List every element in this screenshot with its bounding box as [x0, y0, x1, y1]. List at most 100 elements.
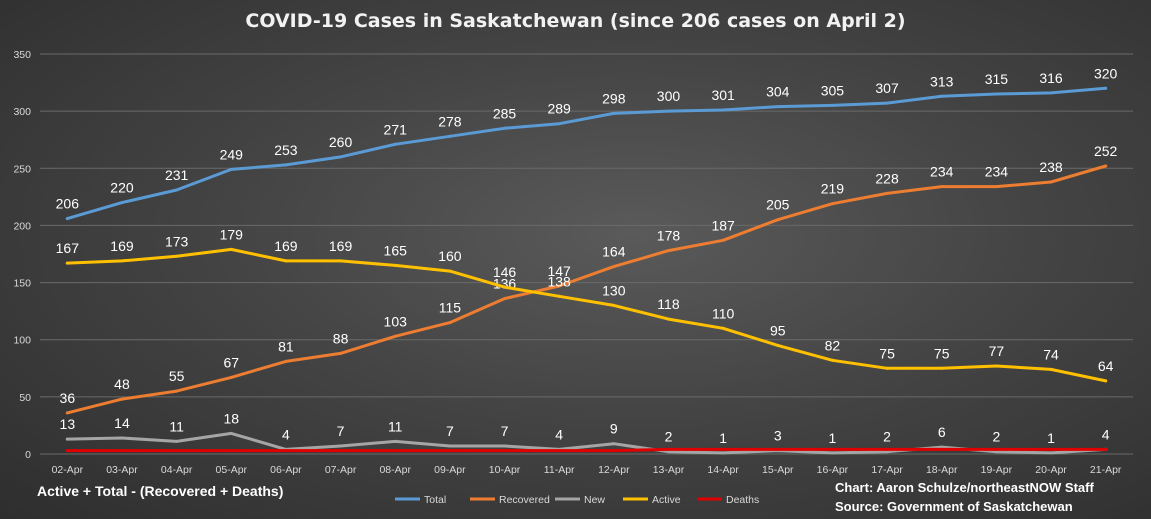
total-point: [120, 201, 124, 205]
new-data-label: 11: [388, 418, 403, 434]
new-data-label: 7: [501, 423, 509, 439]
recovered-series-line: [65, 164, 1108, 415]
x-tick-label: 04-Apr: [161, 464, 193, 476]
total-point: [503, 126, 507, 130]
active-series-line: [65, 247, 1108, 383]
active-data-label: 75: [934, 345, 950, 361]
active-point: [448, 269, 452, 273]
recovered-point: [1104, 164, 1108, 168]
recovered-point: [885, 191, 889, 195]
recovered-data-label: 164: [602, 244, 626, 260]
total-data-label: 298: [602, 90, 626, 106]
recovered-data-label: 187: [711, 217, 735, 233]
recovered-data-label: 252: [1094, 143, 1118, 159]
new-point: [612, 442, 616, 446]
total-data-label: 285: [493, 105, 517, 121]
new-data-label: 2: [883, 429, 891, 445]
recovered-data-label: 103: [384, 313, 408, 329]
deaths-point: [885, 447, 889, 451]
active-point: [120, 259, 124, 263]
chart-credit: Chart: Aaron Schulze/northeastNOW Staff: [835, 480, 1094, 495]
total-point: [940, 94, 944, 98]
total-point: [65, 217, 69, 221]
x-tick-label: 12-Apr: [598, 464, 630, 476]
y-tick-label: 200: [13, 220, 31, 232]
total-data-label: 315: [985, 71, 1009, 87]
deaths-point: [666, 447, 670, 451]
recovered-data-label: 178: [657, 228, 681, 244]
deaths-point: [229, 449, 233, 453]
recovered-data-label: 234: [930, 164, 954, 180]
recovered-point: [557, 284, 561, 288]
x-tick-label: 09-Apr: [434, 464, 466, 476]
y-tick-label: 250: [13, 163, 31, 175]
active-data-label: 179: [220, 226, 244, 242]
active-data-label: 160: [438, 248, 462, 264]
x-tick-label: 13-Apr: [653, 464, 685, 476]
recovered-point: [65, 411, 69, 415]
deaths-point: [448, 449, 452, 453]
new-data-label: 13: [60, 416, 76, 432]
total-series-line: [65, 86, 1108, 221]
recovered-data-label: 219: [821, 181, 845, 197]
total-data-label: 307: [875, 80, 899, 96]
total-data-label: 253: [274, 142, 298, 158]
new-point: [175, 439, 179, 443]
x-tick-label: 18-Apr: [926, 464, 958, 476]
x-tick-label: 02-Apr: [52, 464, 84, 476]
new-point: [666, 450, 670, 454]
total-data-label: 301: [711, 87, 735, 103]
deaths-point: [721, 447, 725, 451]
x-tick-label: 11-Apr: [544, 464, 575, 476]
total-data-label: 320: [1094, 65, 1118, 81]
new-data-label: 2: [665, 429, 673, 445]
new-point: [885, 450, 889, 454]
new-data-label: 1: [719, 430, 727, 446]
active-point: [830, 358, 834, 362]
recovered-data-label: 115: [439, 300, 462, 316]
recovered-data-label: 228: [875, 170, 899, 186]
x-tick-label: 06-Apr: [270, 464, 302, 476]
total-point: [830, 103, 834, 107]
new-data-label: 7: [337, 423, 345, 439]
active-data-label: 169: [110, 238, 134, 254]
active-data-label: 146: [493, 264, 517, 280]
new-point: [65, 437, 69, 441]
recovered-data-label: 205: [766, 197, 790, 213]
total-data-label: 305: [821, 82, 845, 98]
total-point: [666, 109, 670, 113]
deaths-point: [120, 449, 124, 453]
active-point: [940, 366, 944, 370]
new-point: [830, 451, 834, 455]
deaths-point: [175, 449, 179, 453]
total-data-label: 313: [930, 73, 954, 89]
new-series-line: [65, 431, 1108, 455]
total-point: [776, 105, 780, 109]
new-data-label: 7: [446, 423, 454, 439]
source-credit: Source: Government of Saskatchewan: [835, 499, 1073, 514]
total-data-label: 300: [657, 88, 681, 104]
active-data-label: 169: [274, 238, 298, 254]
active-point: [994, 364, 998, 368]
active-point: [65, 261, 69, 265]
new-data-label: 9: [610, 421, 618, 437]
x-tick-label: 14-Apr: [707, 464, 739, 476]
recovered-data-label: 81: [278, 338, 294, 354]
active-data-label: 77: [989, 343, 1005, 359]
total-data-label: 316: [1039, 70, 1063, 86]
formula-note: Active + Total - (Recovered + Deaths): [37, 483, 284, 499]
recovered-data-label: 234: [985, 164, 1009, 180]
recovered-point: [721, 238, 725, 242]
new-data-label: 4: [282, 426, 290, 442]
deaths-point: [339, 449, 343, 453]
total-data-label: 289: [547, 101, 571, 117]
active-point: [229, 247, 233, 251]
active-data-label: 130: [602, 282, 626, 298]
x-tick-label: 16-Apr: [817, 464, 849, 476]
legend-label-recovered: Recovered: [499, 494, 550, 506]
x-tick-label: 20-Apr: [1035, 464, 1067, 476]
recovered-point: [393, 334, 397, 338]
total-point: [284, 163, 288, 167]
new-data-label: 4: [1102, 426, 1110, 442]
x-tick-label: 15-Apr: [762, 464, 794, 476]
